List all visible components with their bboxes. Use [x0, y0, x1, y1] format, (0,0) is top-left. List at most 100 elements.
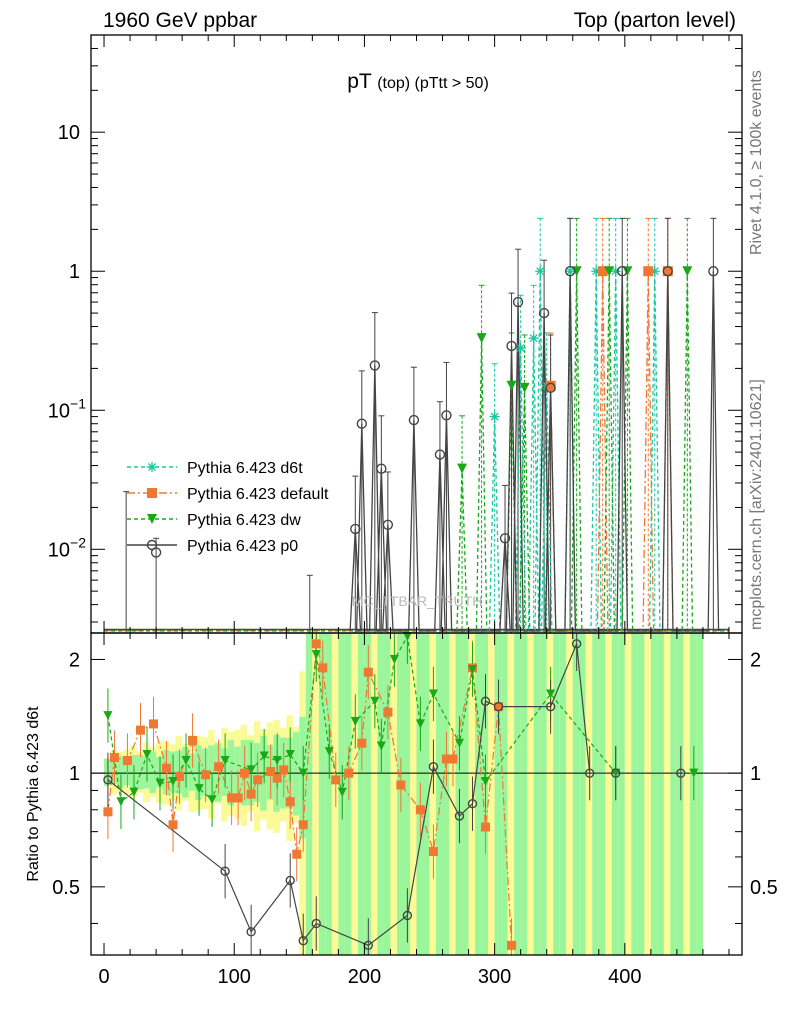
legend-marker [147, 514, 157, 524]
ratio-band [292, 732, 300, 816]
header-left-energy: 1960 GeV ppbar [103, 9, 258, 32]
ratio-band [383, 633, 391, 955]
ratio-band [409, 633, 417, 955]
ratio-band [618, 633, 625, 955]
ratio-line [107, 643, 513, 946]
ratio-point [611, 768, 621, 778]
ratio-band [156, 756, 163, 788]
header-right-process: Top (parton level) [573, 9, 736, 32]
ratio-point [357, 738, 367, 748]
ratio-point [135, 725, 145, 735]
ratio-point [311, 918, 321, 929]
ratio-point [467, 799, 478, 809]
ratio-point [311, 639, 321, 649]
ratio-point [311, 650, 321, 660]
ratio-point [402, 632, 412, 642]
ratio-point [324, 747, 334, 757]
data-point [662, 266, 673, 277]
data-point [376, 463, 387, 474]
ratio-band [598, 633, 606, 955]
ratio-point [428, 689, 438, 699]
ratio-point [116, 797, 126, 807]
ratio-band [527, 633, 534, 955]
ratio-band [403, 633, 410, 955]
ratio-band [683, 633, 690, 955]
ratio-band [488, 633, 495, 955]
ratio-band [169, 751, 176, 793]
ratio-band [462, 633, 469, 955]
ratio-band [540, 633, 547, 955]
y-tick-label: 1 [69, 261, 80, 283]
ratio-band [370, 633, 378, 955]
ratio-point [676, 768, 686, 778]
ratio-band [377, 633, 384, 955]
ratio-point [142, 750, 152, 760]
ratio-band [130, 755, 137, 790]
ratio-band [208, 745, 215, 800]
series-line [349, 271, 720, 632]
ratio-band [104, 758, 111, 786]
ratio-band [390, 633, 397, 955]
data-point [622, 266, 633, 277]
ratio-point [370, 696, 380, 706]
y-tick-label: 10−1 [48, 395, 86, 422]
ratio-point [376, 741, 386, 751]
ratio-point [318, 663, 328, 673]
ratio-band [468, 633, 476, 955]
ratio-band [520, 633, 528, 955]
data-point [434, 449, 446, 460]
ratio-point [246, 789, 256, 799]
legend-label: Pythia 6.423 dw [187, 512, 301, 529]
data-point [441, 410, 452, 421]
data-point [457, 463, 468, 474]
analysis-watermark: MC_TTBAR_TRUTH [352, 593, 483, 609]
ratio-point [389, 654, 399, 664]
main-series-markers [150, 266, 719, 558]
data-point [535, 266, 546, 277]
ratio-band [110, 760, 118, 784]
data-point [382, 519, 394, 531]
ratio-point [240, 768, 250, 778]
ratio-band [234, 746, 241, 798]
ratio-band [253, 743, 261, 802]
ratio-point [415, 805, 425, 815]
ratio-point [220, 756, 230, 766]
ratio-point [103, 711, 113, 721]
legend: Pythia 6.423 d6t Pythia 6.423 default Pyth… [127, 460, 329, 555]
ratio-point [129, 787, 139, 797]
ratio-point [428, 847, 438, 857]
ratio-band [494, 633, 502, 955]
ratio-band [663, 633, 671, 955]
ratio-point [480, 696, 491, 706]
ratio-point [292, 849, 302, 859]
ratio-point [246, 927, 256, 937]
ratio-point [194, 784, 204, 794]
y-tick-label: 10 [58, 122, 80, 144]
ratio-point [507, 940, 517, 950]
ratio-band [611, 633, 619, 955]
ratio-point [402, 910, 413, 921]
ratio-point [611, 768, 621, 778]
data-point [519, 382, 530, 393]
ratio-point [454, 738, 464, 748]
ratio-y-tick-label-right: 0.5 [750, 877, 778, 899]
data-point [649, 266, 660, 277]
ratio-point [103, 807, 113, 817]
ratio-band [357, 633, 365, 955]
ratio-point [571, 639, 582, 649]
ratio-point [441, 754, 451, 764]
ratio-band [605, 633, 612, 955]
ratio-band [344, 633, 352, 955]
ratio-point [337, 787, 347, 797]
ratio-y-axis-label: Ratio to Pythia 6.423 d6t [25, 706, 42, 882]
ratio-band [501, 633, 508, 955]
data-point [564, 266, 576, 277]
ratio-band [572, 633, 580, 955]
ratio-band [429, 633, 437, 955]
ratio-band [546, 633, 554, 955]
ratio-point [253, 775, 263, 785]
ratio-band [644, 633, 651, 955]
x-tick-label: 100 [218, 966, 251, 988]
x-tick-label: 200 [348, 966, 381, 988]
